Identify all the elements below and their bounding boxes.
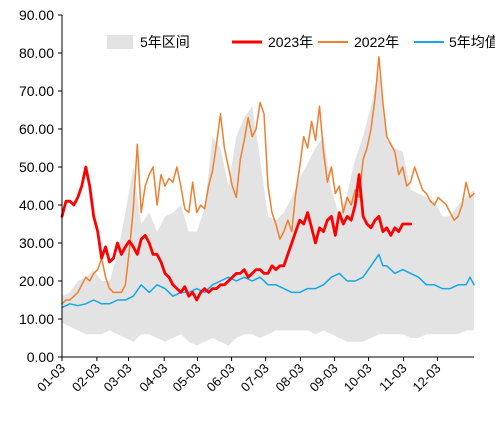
legend-label: 2022年 (354, 34, 399, 50)
x-tick-label: 03-03 (101, 361, 135, 395)
x-tick-label: 06-03 (204, 361, 238, 395)
x-tick-label: 04-03 (136, 361, 170, 395)
legend-swatch-band (107, 35, 133, 49)
series-line-2022年 (61, 56, 475, 305)
y-tick-label: 60.00 (19, 121, 54, 137)
y-tick-label: 70.00 (19, 83, 54, 99)
x-tick-label: 05-03 (169, 361, 203, 395)
x-tick-label: 07-03 (238, 361, 272, 395)
legend: 5年区间 2023年 2022年 5年均值 (107, 34, 495, 50)
range-band-layer (62, 72, 474, 346)
series-line-2023年 (60, 165, 412, 302)
x-tick-label: 08-03 (272, 361, 306, 395)
series-layer (60, 56, 475, 309)
x-tick-label: 12-03 (410, 361, 444, 395)
legend-label: 5年均值 (449, 34, 495, 50)
y-tick-label: 10.00 (19, 311, 54, 327)
x-tick-label: 01-03 (34, 361, 68, 395)
y-tick-label: 50.00 (19, 159, 54, 175)
y-tick-label: 30.00 (19, 235, 54, 251)
y-tick-label: 0.00 (27, 349, 54, 365)
x-tick-label: 02-03 (69, 361, 103, 395)
y-tick-label: 40.00 (19, 197, 54, 213)
x-tick-label: 11-03 (376, 361, 409, 394)
x-tick-label: 09-03 (307, 361, 341, 395)
legend-label: 2023年 (268, 34, 313, 50)
y-tick-label: 90.00 (19, 7, 54, 23)
y-tick-label: 80.00 (19, 45, 54, 61)
range-band-area (62, 72, 474, 346)
legend-label: 5年区间 (140, 34, 190, 50)
series-line-5年均值 (61, 253, 475, 309)
x-tick-label: 10-03 (341, 361, 375, 395)
y-tick-label: 20.00 (19, 273, 54, 289)
